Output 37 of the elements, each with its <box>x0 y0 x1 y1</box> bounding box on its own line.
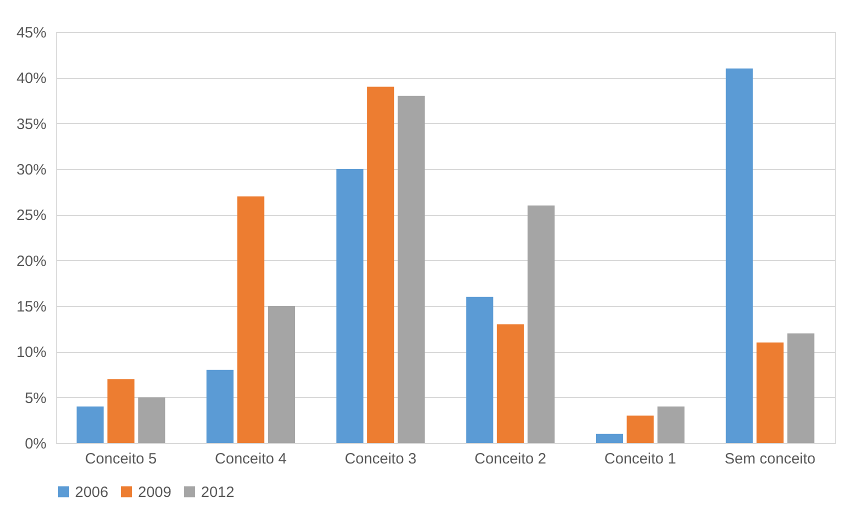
bar <box>626 416 654 443</box>
y-tick-label: 30% <box>16 162 46 178</box>
bar <box>367 86 394 443</box>
x-tick-label: Conceito 1 <box>604 450 676 468</box>
bar <box>268 306 295 443</box>
y-tick-label: 40% <box>16 70 46 88</box>
x-tick-label: Conceito 2 <box>474 450 546 468</box>
x-tick-label: Conceito 4 <box>214 450 287 468</box>
bar <box>657 406 684 443</box>
y-tick-label: 25% <box>16 207 46 224</box>
y-tick-label: 35% <box>16 116 46 133</box>
y-tick-label: 0% <box>24 436 46 452</box>
bar <box>596 434 624 443</box>
bar <box>398 96 425 443</box>
x-tick-label: Conceito 5 <box>85 450 157 468</box>
legend-label: 2012 <box>201 484 234 501</box>
legend-label: 2006 <box>75 484 108 501</box>
bar <box>237 196 264 443</box>
bar <box>336 169 364 443</box>
bar <box>756 342 784 443</box>
bar <box>76 406 104 443</box>
bar <box>787 333 814 443</box>
y-tick-label: 20% <box>16 252 46 270</box>
bar <box>466 296 494 443</box>
bar <box>726 68 753 443</box>
y-tick-label: 10% <box>16 344 46 362</box>
bar <box>107 379 134 443</box>
x-tick-label: Conceito 3 <box>344 450 416 468</box>
bar <box>496 324 524 443</box>
x-tick-label: Sem conceito <box>724 450 816 468</box>
y-tick-label: 15% <box>16 298 46 316</box>
y-tick-label: 45% <box>16 24 46 42</box>
bar <box>206 370 234 443</box>
legend-label: 2009 <box>138 484 172 501</box>
bar <box>138 397 166 443</box>
bar <box>528 206 555 443</box>
y-tick-label: 5% <box>24 390 46 407</box>
